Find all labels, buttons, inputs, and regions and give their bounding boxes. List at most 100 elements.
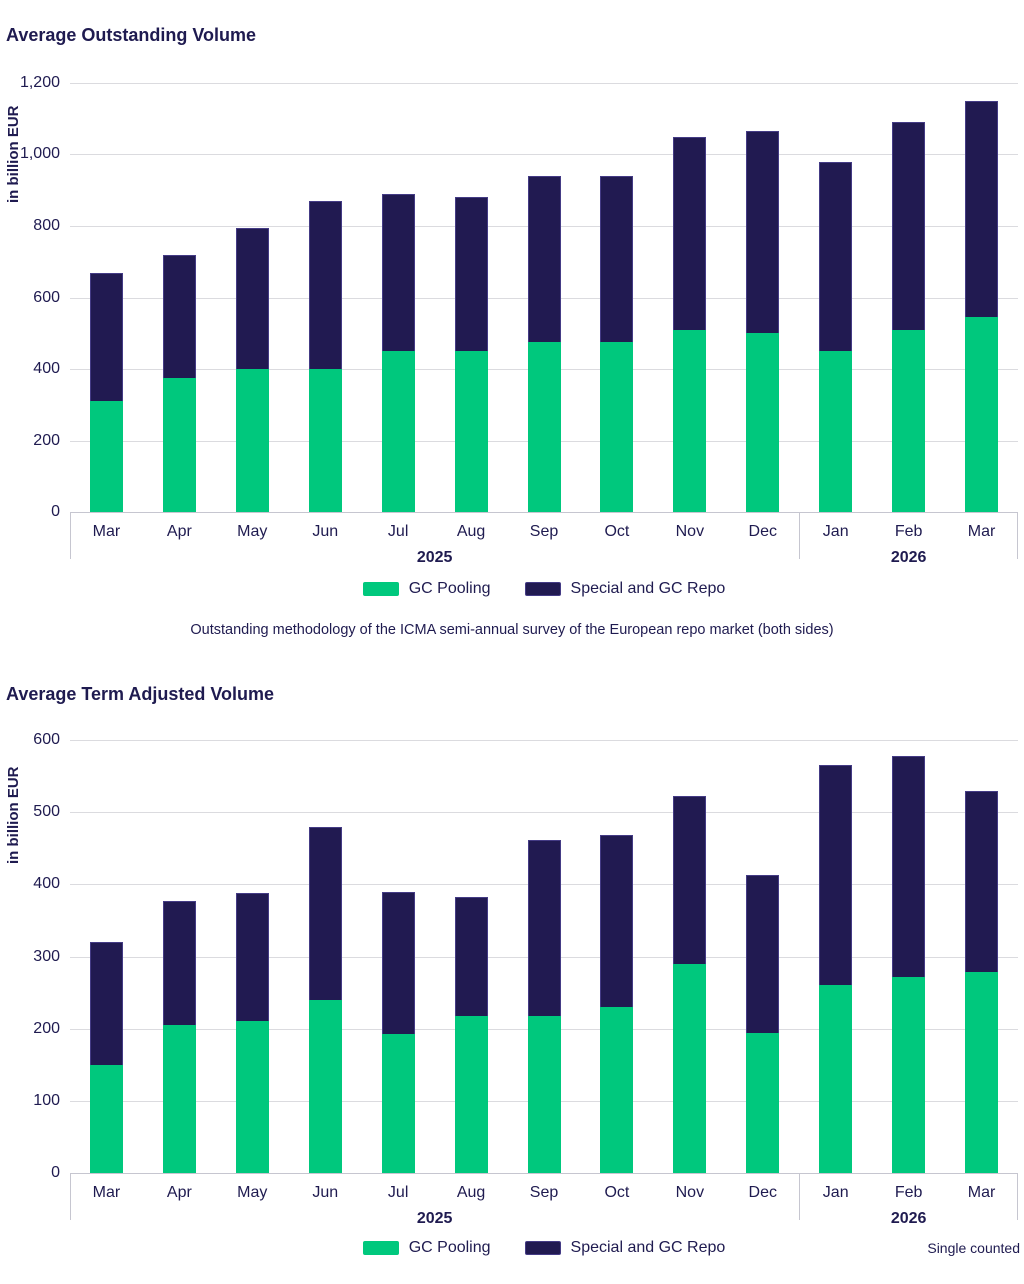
bar-oct-7 <box>600 83 634 512</box>
bar-segment-gc-pooling <box>527 342 561 512</box>
bar-jan-10 <box>819 740 853 1173</box>
chart2-y-axis-label: in billion EUR <box>5 766 22 864</box>
y-tick-label: 200 <box>33 431 60 449</box>
bar-segment-special-and-gc-repo <box>162 900 196 1026</box>
bar-mar-0 <box>89 740 123 1173</box>
x-tick-label: Oct <box>604 1184 630 1201</box>
bar-segment-special-and-gc-repo <box>965 791 999 973</box>
bar-segment-gc-pooling <box>527 1015 561 1173</box>
year-label: 2026 <box>890 1210 927 1227</box>
bar-segment-gc-pooling <box>235 369 269 512</box>
bar-jan-10 <box>819 83 853 512</box>
x-tick-label: Nov <box>675 523 705 540</box>
bar-apr-1 <box>162 83 196 512</box>
bar-segment-special-and-gc-repo <box>89 942 123 1065</box>
bar-segment-special-and-gc-repo <box>892 755 926 977</box>
x-tick-label: Jan <box>822 1184 849 1201</box>
bar-segment-gc-pooling <box>819 985 853 1173</box>
x-tick-label: Dec <box>748 1184 777 1201</box>
chart1-title: Average Outstanding Volume <box>6 25 257 45</box>
y-tick-label: 1,000 <box>19 145 60 163</box>
y-tick-label: 100 <box>33 1091 60 1109</box>
y-tick-label: 400 <box>33 875 60 893</box>
x-tick-label: May <box>237 523 268 540</box>
y-tick-label: 200 <box>33 1019 60 1037</box>
bar-jun-3 <box>308 740 342 1173</box>
x-tick-label: Jan <box>822 523 849 540</box>
bar-mar-0 <box>89 83 123 512</box>
bar-segment-gc-pooling <box>381 351 415 512</box>
x-tick-label: Mar <box>92 1184 121 1201</box>
bar-segment-special-and-gc-repo <box>600 835 634 1008</box>
bar-segment-special-and-gc-repo <box>746 131 780 334</box>
x-tick-label: May <box>237 1184 268 1201</box>
bar-jul-4 <box>381 83 415 512</box>
bar-segment-gc-pooling <box>89 401 123 512</box>
bar-segment-special-and-gc-repo <box>235 227 269 370</box>
year-label: 2026 <box>890 549 927 566</box>
bar-segment-special-and-gc-repo <box>381 193 415 352</box>
bar-segment-special-and-gc-repo <box>454 197 488 352</box>
gridline <box>70 740 1018 741</box>
bar-segment-gc-pooling <box>162 377 196 512</box>
legend-label: GC Pooling <box>408 1239 491 1256</box>
y-tick-label: 800 <box>33 216 60 234</box>
bar-segment-special-and-gc-repo <box>965 100 999 318</box>
x-tick-label: Feb <box>894 1184 923 1201</box>
chart1-caption: Outstanding methodology of the ICMA semi… <box>190 622 834 638</box>
bar-segment-gc-pooling <box>746 333 780 512</box>
bar-segment-special-and-gc-repo <box>819 161 853 352</box>
bar-segment-special-and-gc-repo <box>527 839 561 1016</box>
bar-segment-gc-pooling <box>746 1033 780 1173</box>
bar-sep-6 <box>527 740 561 1173</box>
axis-divider <box>799 1174 801 1220</box>
y-tick-label: 500 <box>33 803 60 821</box>
bar-segment-special-and-gc-repo <box>308 826 342 1000</box>
bar-feb-11 <box>892 740 926 1173</box>
x-tick-label: Aug <box>456 523 486 540</box>
bar-segment-gc-pooling <box>965 972 999 1173</box>
axis-divider <box>799 513 801 559</box>
bar-segment-special-and-gc-repo <box>235 893 269 1022</box>
bar-aug-5 <box>454 740 488 1173</box>
bar-nov-8 <box>673 740 707 1173</box>
legend-swatch-gc-pooling <box>362 582 399 596</box>
x-tick-label: Dec <box>748 523 777 540</box>
gridline <box>70 812 1018 814</box>
bar-segment-special-and-gc-repo <box>673 136 707 330</box>
x-tick-label: Mar <box>967 1184 996 1201</box>
bar-nov-8 <box>673 83 707 512</box>
bar-segment-special-and-gc-repo <box>308 201 342 370</box>
bar-segment-special-and-gc-repo <box>381 892 415 1034</box>
axis-divider <box>1017 1174 1018 1220</box>
bar-segment-gc-pooling <box>381 1033 415 1173</box>
x-tick-label: Nov <box>675 1184 705 1201</box>
legend-item-special-and-gc-repo: Special and GC Repo <box>524 1239 725 1257</box>
bar-segment-special-and-gc-repo <box>819 765 853 986</box>
bar-may-2 <box>235 740 269 1173</box>
y-tick-label: 1,200 <box>19 74 60 91</box>
bar-segment-gc-pooling <box>600 1007 634 1173</box>
y-tick-label: 600 <box>33 288 60 306</box>
bar-segment-special-and-gc-repo <box>89 272 123 402</box>
bar-sep-6 <box>527 83 561 512</box>
bar-dec-9 <box>746 83 780 512</box>
x-tick-label: Mar <box>967 523 996 540</box>
bar-segment-gc-pooling <box>162 1025 196 1173</box>
legend-item-special-and-gc-repo: Special and GC Repo <box>524 580 725 598</box>
bar-segment-gc-pooling <box>600 342 634 512</box>
bar-may-2 <box>235 83 269 512</box>
bar-segment-special-and-gc-repo <box>527 175 561 343</box>
chart2-title: Average Term Adjusted Volume <box>6 684 275 704</box>
bar-jun-3 <box>308 83 342 512</box>
bar-mar-12 <box>965 83 999 512</box>
bar-mar-12 <box>965 740 999 1173</box>
x-tick-label: Sep <box>529 1184 559 1201</box>
bar-oct-7 <box>600 740 634 1173</box>
bar-segment-special-and-gc-repo <box>600 175 634 343</box>
y-tick-label: 0 <box>51 1164 60 1181</box>
x-tick-label: Sep <box>529 523 559 540</box>
chart2-legend: GC Pooling Special and GC Repo <box>70 1237 1018 1259</box>
bar-segment-special-and-gc-repo <box>746 874 780 1033</box>
